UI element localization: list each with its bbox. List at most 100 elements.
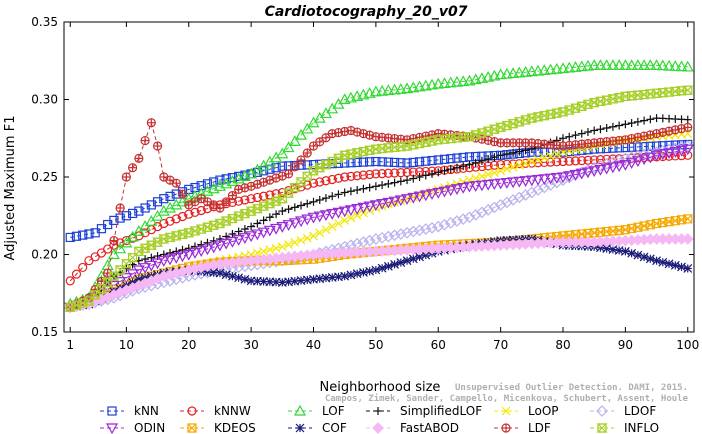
data-point-fastabod	[681, 233, 694, 245]
data-point-knn	[165, 191, 175, 201]
data-point-simplifiedlof	[583, 128, 592, 137]
data-point-lof	[594, 59, 607, 71]
data-point-knn	[639, 142, 649, 152]
data-point-inflo	[345, 149, 357, 159]
data-point-odin	[675, 145, 688, 157]
data-point-knnw	[527, 158, 537, 168]
data-point-lof	[120, 236, 133, 248]
data-point-ldof	[164, 275, 176, 287]
data-point-simplifiedlof	[290, 203, 299, 212]
legend-item-inflo: INFLO	[590, 421, 659, 434]
data-point-odin	[213, 240, 226, 252]
data-point-simplifiedlof	[303, 199, 312, 208]
legend-item-odin: ODIN	[100, 421, 165, 434]
data-point-odin	[644, 152, 657, 164]
data-point-knnw	[352, 171, 362, 181]
data-point-knn	[65, 232, 75, 243]
legend-label-simplifiedlof: SimplifiedLOF	[400, 404, 482, 418]
data-point-ldf	[115, 203, 125, 213]
data-point-inflo	[445, 133, 457, 144]
data-point-inflo	[426, 136, 438, 146]
data-point-knn	[159, 194, 169, 204]
data-point-knnw	[545, 157, 556, 167]
data-point-inflo	[669, 86, 681, 97]
data-point-knnw	[489, 160, 499, 170]
data-point-loop	[327, 222, 337, 232]
data-point-knnw	[265, 190, 275, 200]
data-point-odin	[139, 263, 152, 274]
data-point-loop	[483, 170, 493, 179]
data-point-loop	[290, 237, 300, 247]
data-point-cof	[390, 259, 400, 269]
data-point-inflo	[657, 88, 669, 98]
data-point-odin	[263, 225, 276, 237]
data-point-knnw	[315, 177, 325, 187]
data-point-knnw	[78, 262, 88, 273]
data-point-ldof	[619, 152, 632, 165]
x-tick-label: 30	[243, 338, 258, 352]
legend-item-ldof: LDOF	[590, 404, 656, 418]
data-point-odin	[475, 180, 488, 192]
data-point-odin	[556, 172, 570, 184]
data-point-knn	[346, 158, 356, 168]
data-point-odin	[500, 177, 513, 189]
data-point-ldof	[413, 224, 426, 237]
data-point-lof	[675, 60, 688, 72]
x-tick-label: 1	[66, 338, 74, 352]
data-point-knnw	[533, 158, 543, 168]
data-point-odin	[407, 192, 420, 204]
data-point-loop	[340, 215, 350, 225]
data-point-odin	[650, 150, 663, 162]
data-point-odin	[463, 181, 476, 193]
legend-item-loop: LoOP	[494, 404, 559, 418]
data-point-odin	[613, 161, 626, 173]
data-point-cof	[652, 256, 661, 266]
data-point-lof	[126, 230, 139, 242]
data-point-odin	[513, 176, 526, 188]
data-point-knnw	[577, 155, 587, 166]
data-point-lof	[631, 59, 644, 71]
legend-marker-simplifiedlof	[374, 407, 382, 415]
data-point-ldof	[370, 233, 382, 245]
data-point-odin	[288, 218, 301, 230]
data-point-ldof	[613, 154, 625, 167]
data-point-odin	[338, 206, 351, 218]
data-point-knnw	[396, 168, 406, 178]
data-point-odin	[270, 223, 283, 235]
data-point-odin	[432, 187, 445, 199]
data-point-odin	[532, 174, 545, 186]
series-fastabod	[64, 233, 694, 314]
legend-marker-kdeos	[187, 423, 197, 433]
data-point-knnw	[259, 191, 269, 201]
data-point-ldof	[363, 234, 376, 247]
data-point-ldf	[240, 183, 250, 193]
legend-label-ldof: LDOF	[624, 404, 656, 418]
data-point-simplifiedlof	[265, 213, 274, 222]
data-point-simplifiedlof	[309, 197, 318, 206]
data-point-ldf	[146, 118, 156, 128]
data-point-inflo	[638, 89, 650, 100]
data-point-knn	[146, 200, 156, 210]
data-point-odin	[656, 149, 669, 161]
data-point-knnw	[246, 194, 256, 204]
data-point-knn	[651, 141, 662, 151]
data-point-odin	[631, 156, 644, 168]
data-point-ldof	[170, 273, 183, 286]
data-point-odin	[401, 194, 414, 205]
data-point-ldof	[463, 211, 476, 224]
data-point-loop	[302, 233, 312, 243]
data-point-knn	[84, 229, 94, 239]
data-point-inflo	[626, 91, 638, 101]
data-point-inflo	[395, 142, 407, 152]
data-point-ldof	[482, 204, 495, 216]
data-point-simplifiedlof	[371, 182, 380, 191]
data-point-ldf	[290, 162, 300, 172]
y-tick-label: 0.35	[31, 15, 58, 29]
legend-item-knnw: kNNW	[180, 404, 251, 418]
data-point-ldof	[382, 230, 395, 243]
legend: kNN kNNW LOF SimplifiedLOF LoOP LDOF ODIN KDEOS…	[100, 404, 659, 434]
data-point-lof	[288, 135, 301, 146]
data-point-inflo	[389, 142, 401, 152]
data-point-ldf	[121, 172, 131, 182]
data-point-simplifiedlof	[346, 187, 355, 196]
